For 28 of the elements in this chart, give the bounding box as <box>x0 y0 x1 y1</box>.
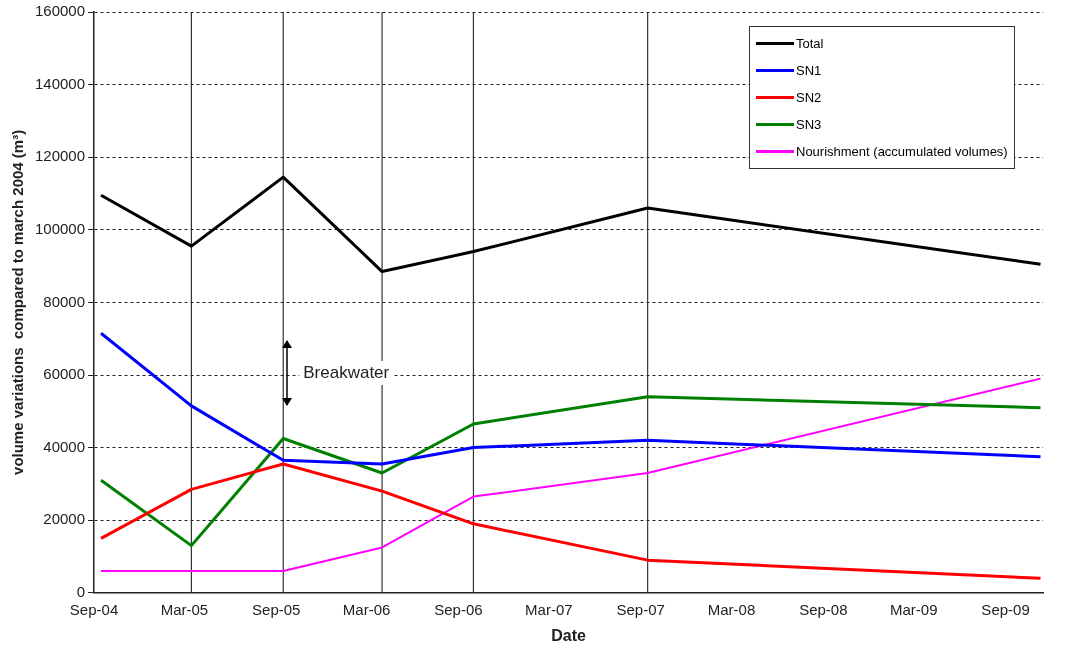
legend-label: Nourishment (accumulated volumes) <box>796 144 1008 159</box>
y-tick-label: 120000 <box>34 147 86 165</box>
annotation: Breakwater <box>303 362 390 382</box>
y-axis-title: volume variations compared to march 2004 (m³) <box>9 129 27 475</box>
x-tick-label: Sep-05 <box>252 600 301 618</box>
legend-label: SN2 <box>796 90 822 105</box>
x-tick-label: Mar-07 <box>525 600 573 618</box>
legend-label: SN3 <box>796 117 822 132</box>
x-tick-label: Sep-09 <box>981 600 1030 618</box>
x-tick-label: Mar-09 <box>889 600 938 618</box>
x-tick-label: Sep-07 <box>616 600 665 618</box>
x-tick-label: Sep-08 <box>799 600 848 618</box>
x-axis-title: Date <box>551 626 586 644</box>
legend-label: SN1 <box>796 63 822 78</box>
y-tick-label: 80000 <box>43 292 86 310</box>
x-tick-label: Mar-06 <box>342 600 391 618</box>
y-tick-label: 60000 <box>43 365 86 383</box>
x-tick-label: Mar-08 <box>707 600 756 618</box>
x-tick-label: Sep-06 <box>434 600 483 618</box>
y-tick-label: 100000 <box>34 219 86 237</box>
x-tick-label: Mar-05 <box>160 600 209 618</box>
y-tick-label: 40000 <box>43 437 86 455</box>
y-tick-label: 160000 <box>34 2 86 20</box>
y-tick-label: 20000 <box>43 510 86 528</box>
y-tick-label: 140000 <box>34 74 86 92</box>
x-tick-label: Sep-04 <box>69 600 119 618</box>
y-tick-label: 0 <box>76 582 86 600</box>
legend-label: Total <box>796 36 824 51</box>
